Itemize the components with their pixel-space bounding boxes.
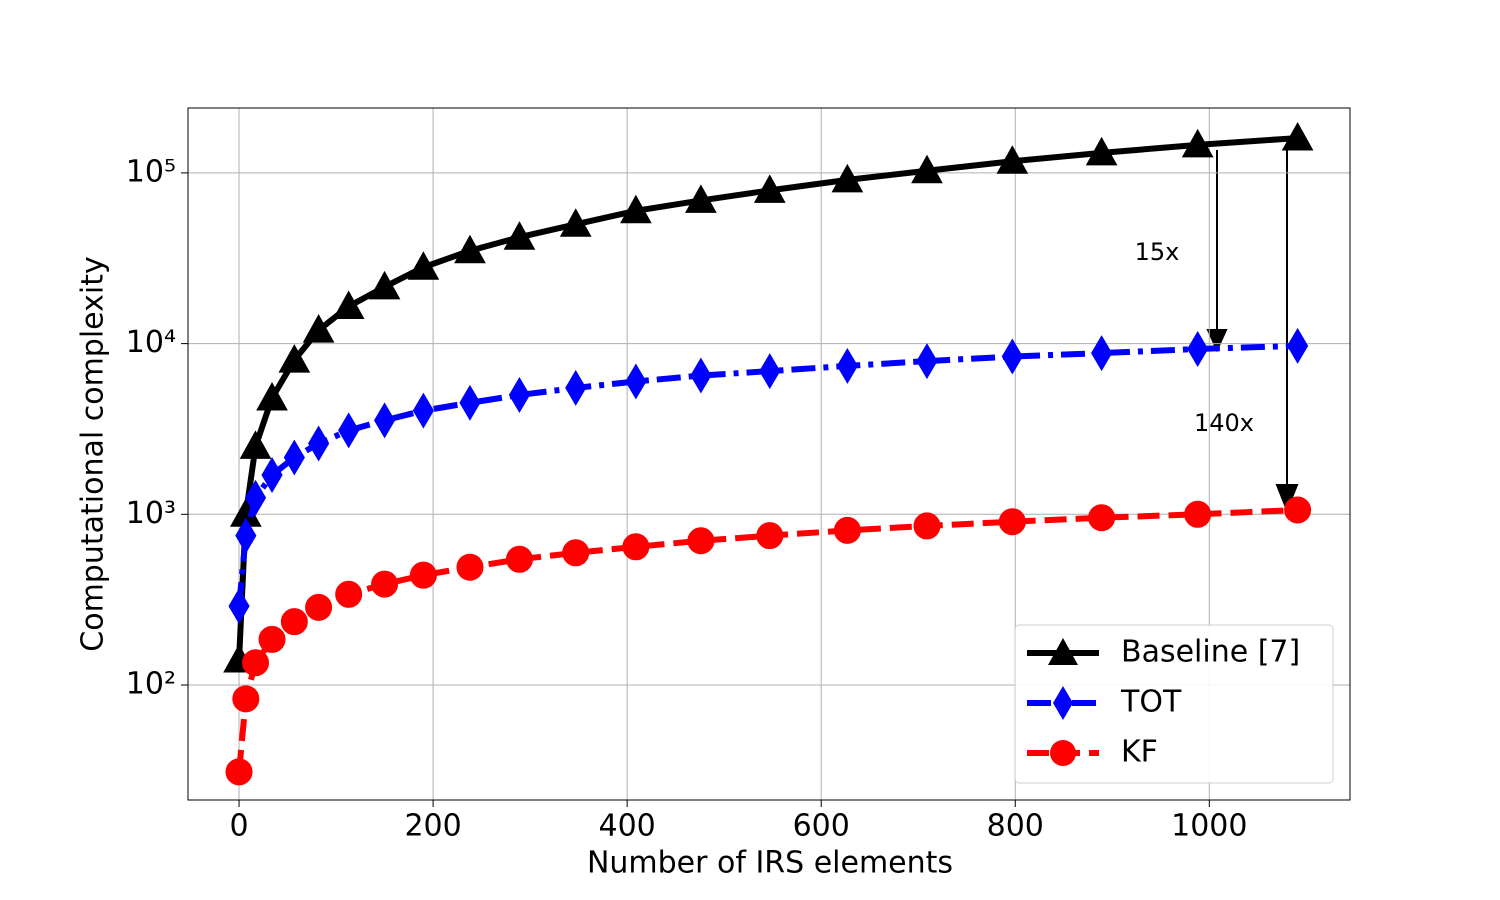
marker bbox=[368, 270, 401, 300]
marker bbox=[228, 588, 250, 625]
marker bbox=[1085, 136, 1118, 166]
marker bbox=[759, 353, 781, 390]
annotation: 140x bbox=[1194, 409, 1254, 437]
y-tick-label: 10³ bbox=[126, 496, 176, 531]
y-tick-label: 10⁵ bbox=[126, 154, 176, 189]
marker bbox=[1284, 496, 1312, 524]
legend-label: TOT bbox=[1120, 685, 1182, 720]
series bbox=[223, 122, 1314, 673]
marker bbox=[1091, 335, 1113, 372]
marker bbox=[407, 251, 440, 280]
legend-marker bbox=[1048, 638, 1078, 665]
marker bbox=[308, 425, 330, 462]
marker bbox=[283, 439, 305, 476]
series bbox=[228, 327, 1309, 625]
marker bbox=[620, 194, 652, 224]
y-tick-label: 10² bbox=[126, 667, 176, 702]
y-axis-label: Computational complexity bbox=[76, 256, 111, 651]
marker bbox=[998, 508, 1026, 536]
marker bbox=[559, 208, 592, 237]
plot-frame bbox=[187, 107, 1351, 801]
marker bbox=[302, 314, 335, 343]
marker bbox=[459, 384, 481, 421]
marker bbox=[622, 533, 650, 561]
marker bbox=[454, 234, 486, 264]
legend-box bbox=[1014, 624, 1334, 784]
marker bbox=[756, 522, 784, 550]
marker bbox=[913, 512, 941, 540]
marker bbox=[239, 430, 272, 459]
x-tick-label: 800 bbox=[987, 809, 1044, 844]
marker bbox=[916, 343, 938, 380]
x-tick-label: 0 bbox=[229, 809, 248, 844]
marker bbox=[1001, 338, 1023, 375]
marker bbox=[258, 625, 286, 653]
marker bbox=[687, 527, 715, 555]
marker bbox=[836, 347, 858, 384]
legend-label: Baseline [7] bbox=[1121, 635, 1300, 670]
x-tick-label: 600 bbox=[793, 809, 850, 844]
x-tick-label: 1000 bbox=[1171, 809, 1247, 844]
marker bbox=[1187, 330, 1209, 367]
series bbox=[225, 496, 1312, 786]
annotation: 15x bbox=[1135, 238, 1180, 266]
marker bbox=[409, 561, 437, 589]
marker bbox=[562, 539, 590, 567]
x-tick-label: 200 bbox=[404, 809, 461, 844]
legend-marker bbox=[1050, 740, 1076, 766]
marker bbox=[244, 479, 267, 516]
marker bbox=[1088, 504, 1116, 532]
marker bbox=[996, 145, 1029, 174]
marker bbox=[508, 377, 531, 413]
marker bbox=[373, 402, 396, 439]
marker bbox=[261, 456, 283, 493]
marker bbox=[685, 184, 717, 213]
marker bbox=[690, 357, 712, 394]
marker bbox=[831, 163, 864, 193]
y-tick-label: 10⁴ bbox=[126, 325, 176, 360]
marker bbox=[1184, 500, 1212, 528]
marker bbox=[456, 553, 484, 581]
marker bbox=[242, 649, 270, 677]
marker bbox=[278, 344, 311, 373]
marker bbox=[225, 758, 253, 786]
marker bbox=[1281, 122, 1314, 151]
x-axis-label: Number of IRS elements bbox=[587, 846, 953, 881]
marker bbox=[232, 685, 260, 713]
legend-marker bbox=[1053, 686, 1073, 720]
marker bbox=[338, 412, 360, 449]
marker bbox=[371, 570, 399, 598]
marker bbox=[753, 174, 786, 203]
marker bbox=[305, 593, 333, 621]
marker bbox=[1181, 128, 1214, 158]
marker bbox=[625, 363, 647, 400]
marker bbox=[911, 154, 943, 184]
marker bbox=[565, 369, 587, 406]
marker bbox=[1287, 327, 1309, 364]
arrow bbox=[1206, 143, 1299, 513]
marker bbox=[280, 608, 308, 636]
marker bbox=[335, 580, 363, 608]
marker bbox=[503, 221, 536, 250]
marker bbox=[256, 381, 288, 411]
line bbox=[236, 342, 1298, 607]
marker bbox=[332, 290, 365, 319]
marker bbox=[833, 516, 861, 544]
x-tick-label: 400 bbox=[599, 809, 656, 844]
marker bbox=[505, 545, 533, 573]
legend-label: KF bbox=[1121, 735, 1158, 770]
marker bbox=[235, 517, 257, 554]
marker bbox=[412, 392, 434, 429]
